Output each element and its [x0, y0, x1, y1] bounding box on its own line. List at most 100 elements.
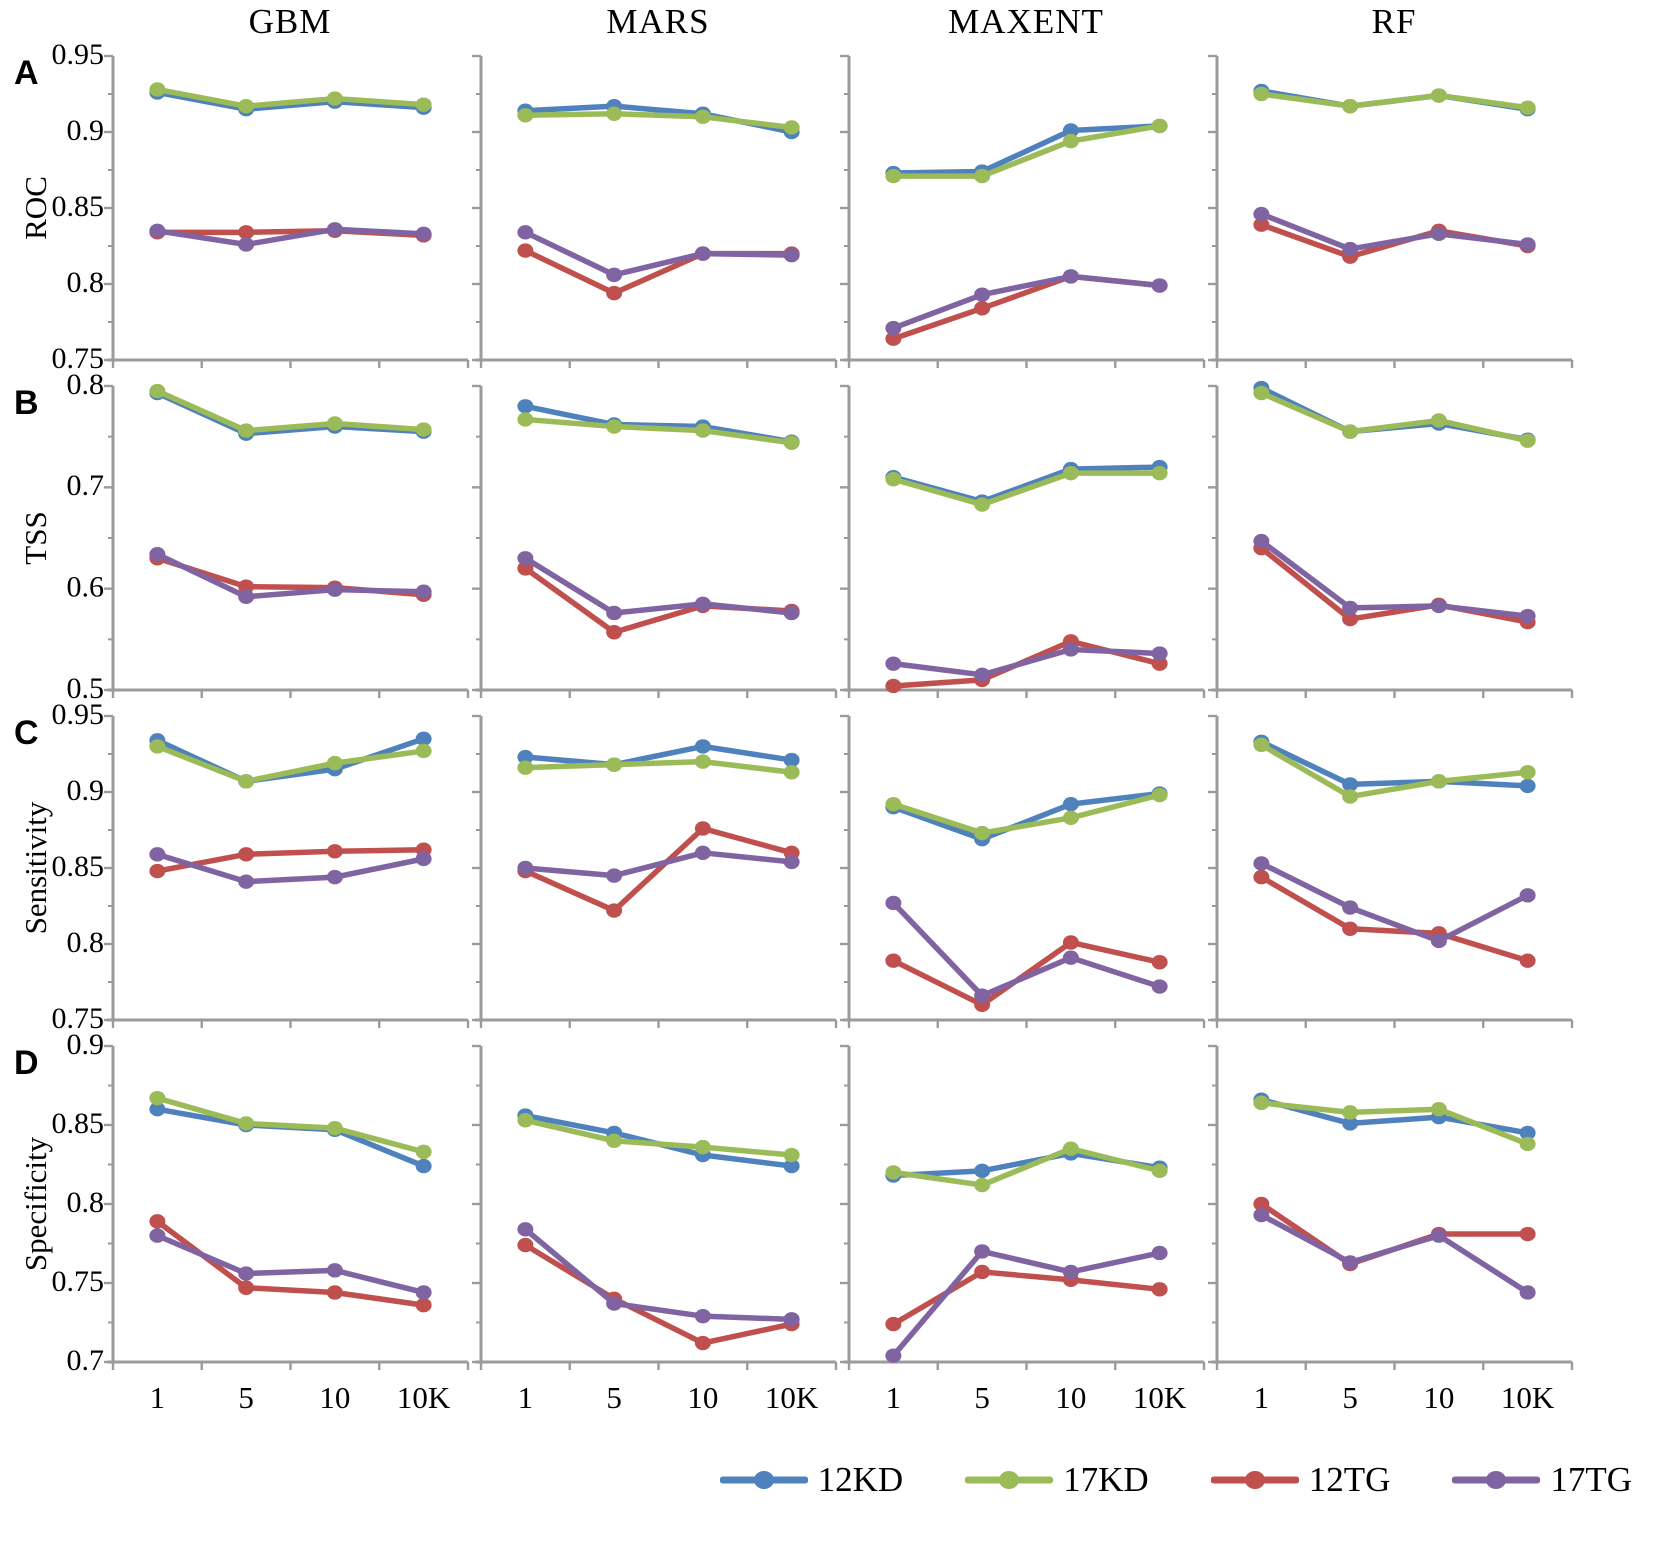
panel-mars — [472, 714, 838, 1028]
data-point-marker-17tg — [783, 1312, 800, 1327]
y-tick-label: 0.85 — [52, 190, 105, 223]
data-point-marker-17tg — [1519, 1285, 1536, 1300]
data-point-marker-17tg — [517, 551, 534, 566]
data-point-marker-17tg — [694, 1308, 711, 1324]
data-point-marker-17tg — [783, 247, 800, 263]
data-point-marker-17tg — [885, 895, 902, 911]
x-tick-label: 1 — [518, 1380, 534, 1415]
data-point-marker-17kd — [974, 825, 991, 841]
chart-row-roc: A ROC 0.75 0.8 0.85 0.9 0.95 — [14, 42, 1574, 372]
data-point-marker-17tg — [149, 547, 166, 562]
data-point-marker-17tg — [238, 1266, 255, 1281]
data-point-marker-17kd — [783, 765, 800, 780]
data-point-marker-17kd — [1062, 810, 1079, 826]
series-line-12tg — [890, 1269, 1163, 1327]
data-point-marker-17tg — [1342, 241, 1359, 257]
x-tick-label: 5 — [974, 1380, 990, 1415]
x-tick-label: 1 — [886, 1380, 902, 1415]
series-line-17kd — [154, 1095, 427, 1155]
panel-letter: C — [14, 714, 39, 752]
data-point-marker-12tg — [149, 863, 166, 879]
y-tick-label: 0.95 — [52, 42, 105, 71]
data-point-marker-17tg — [1430, 933, 1447, 949]
chart-row-specificity: D Specificity 0.7 0.75 0.8 0.85 0.9 1 5 10 10K 1 5 10… — [14, 1032, 1574, 1415]
panel-maxent — [840, 54, 1206, 368]
series-line-12kd — [890, 790, 1163, 842]
column-title-gbm: GBM — [248, 2, 332, 41]
y-tick-label: 0.8 — [67, 372, 105, 401]
data-point-marker-17kd — [694, 423, 711, 438]
data-point-marker-17kd — [885, 1165, 902, 1180]
series-line-17kd — [522, 1117, 795, 1158]
data-point-marker-12tg — [1253, 1196, 1270, 1212]
legend-item-12kd: 12KD — [719, 1460, 903, 1500]
data-point-marker-17kd — [1519, 765, 1536, 780]
series-line-12kd — [154, 1106, 427, 1169]
data-point-marker-17tg — [415, 851, 432, 867]
y-tick-label: 0.75 — [52, 1265, 105, 1298]
data-point-marker-17kd — [606, 106, 623, 121]
series-line-17kd — [1258, 1100, 1531, 1147]
chart-row-sensitivity: C Sensitivity 0.75 0.8 0.85 0.9 0.95 — [14, 702, 1574, 1032]
series-line-17kd — [1258, 742, 1531, 800]
data-point-marker-17tg — [1519, 888, 1536, 903]
data-point-marker-17tg — [238, 237, 255, 252]
data-point-marker-17tg — [694, 845, 711, 860]
data-point-marker-17tg — [1519, 237, 1536, 252]
data-point-marker-17kd — [415, 1144, 432, 1160]
data-point-marker-12kd — [517, 749, 534, 765]
data-point-marker-12kd — [783, 752, 800, 768]
series-line-17tg — [154, 1232, 427, 1296]
data-point-marker-17tg — [149, 1228, 166, 1243]
axis-line — [475, 386, 836, 692]
data-point-marker-12tg — [1519, 1226, 1536, 1242]
panel-mars — [472, 54, 838, 368]
series-line-12tg — [522, 825, 795, 914]
panel-gbm — [104, 54, 470, 368]
data-point-marker-17tg — [326, 582, 343, 597]
data-point-marker-17tg — [1430, 226, 1447, 242]
column-title-maxent: MAXENT — [948, 2, 1104, 41]
series-line-17tg — [522, 1226, 795, 1323]
panel-gbm: 1 5 10 10K — [104, 1044, 470, 1415]
chart-row-tss: B TSS 0.5 0.6 0.7 0.8 — [14, 372, 1574, 702]
data-point-marker-17tg — [885, 656, 902, 671]
legend-marker — [1244, 1471, 1265, 1489]
data-point-marker-17tg — [606, 1296, 623, 1311]
data-point-marker-12tg — [326, 1285, 343, 1300]
data-point-marker-17kd — [606, 419, 623, 434]
panel-letter: D — [14, 1044, 39, 1082]
data-point-marker-17tg — [974, 1244, 991, 1259]
data-point-marker-17tg — [517, 225, 534, 240]
panel-mars: 1 5 10 10K — [472, 1044, 838, 1415]
y-tick-label: 0.95 — [52, 702, 105, 731]
series-line-17kd — [522, 111, 795, 131]
x-tick-label: 5 — [606, 1380, 622, 1415]
data-point-marker-17kd — [238, 423, 255, 438]
data-point-marker-17kd — [974, 168, 991, 184]
series-line-17tg — [522, 555, 795, 616]
legend-label: 17KD — [1063, 1460, 1149, 1499]
data-point-marker-17tg — [517, 1222, 534, 1237]
data-point-marker-12tg — [517, 561, 534, 576]
y-axis-title: TSS — [18, 511, 53, 564]
data-point-marker-12kd — [694, 739, 711, 754]
series-line-12kd — [154, 736, 427, 785]
data-point-marker-17tg — [1151, 646, 1168, 661]
data-point-marker-12tg — [1519, 953, 1536, 968]
data-point-marker-12tg — [885, 331, 902, 346]
data-point-marker-12tg — [149, 1214, 166, 1229]
panel-rf — [1208, 380, 1574, 698]
data-point-marker-17kd — [415, 97, 432, 112]
series-line-12kd — [522, 103, 795, 135]
data-point-marker-17tg — [694, 246, 711, 261]
data-point-marker-17kd — [238, 1116, 255, 1131]
series-line-12kd — [522, 1112, 795, 1169]
data-point-marker-17tg — [415, 1285, 432, 1300]
legend-line-marker-icon — [1452, 1471, 1541, 1489]
panel-letter: A — [14, 54, 39, 92]
series-line-17tg — [890, 1248, 1163, 1359]
x-tick-label: 10K — [1133, 1380, 1187, 1415]
series-line-17tg — [154, 226, 427, 248]
data-point-marker-17kd — [517, 412, 534, 427]
